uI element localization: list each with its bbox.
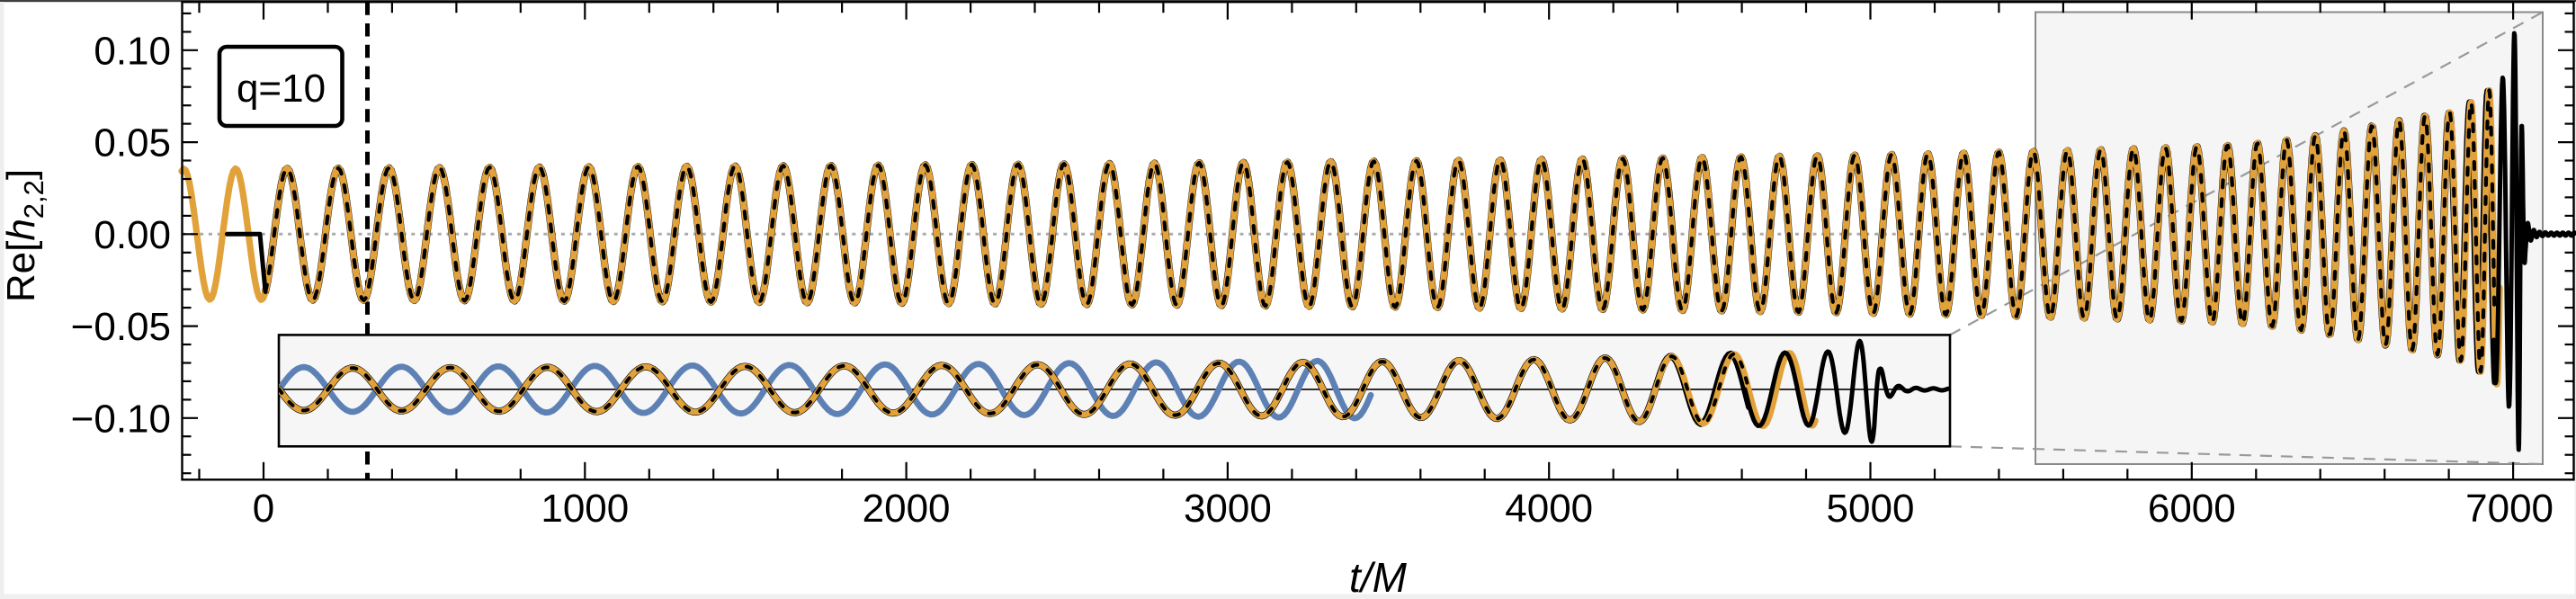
svg-text:3000: 3000 <box>1184 487 1272 531</box>
svg-text:6000: 6000 <box>2148 487 2236 531</box>
svg-text:5000: 5000 <box>1827 487 1915 531</box>
svg-text:2000: 2000 <box>863 487 951 531</box>
svg-text:0.00: 0.00 <box>94 213 171 257</box>
svg-text:−0.05: −0.05 <box>71 305 171 349</box>
svg-text:0.05: 0.05 <box>94 121 171 165</box>
svg-text:t/M: t/M <box>1349 554 1408 599</box>
svg-text:0: 0 <box>253 487 274 531</box>
svg-text:−0.10: −0.10 <box>71 397 171 441</box>
svg-text:1000: 1000 <box>541 487 629 531</box>
svg-text:0.10: 0.10 <box>94 29 171 73</box>
svg-text:7000: 7000 <box>2465 487 2554 531</box>
svg-text:4000: 4000 <box>1505 487 1593 531</box>
svg-text:q=10: q=10 <box>237 67 326 111</box>
